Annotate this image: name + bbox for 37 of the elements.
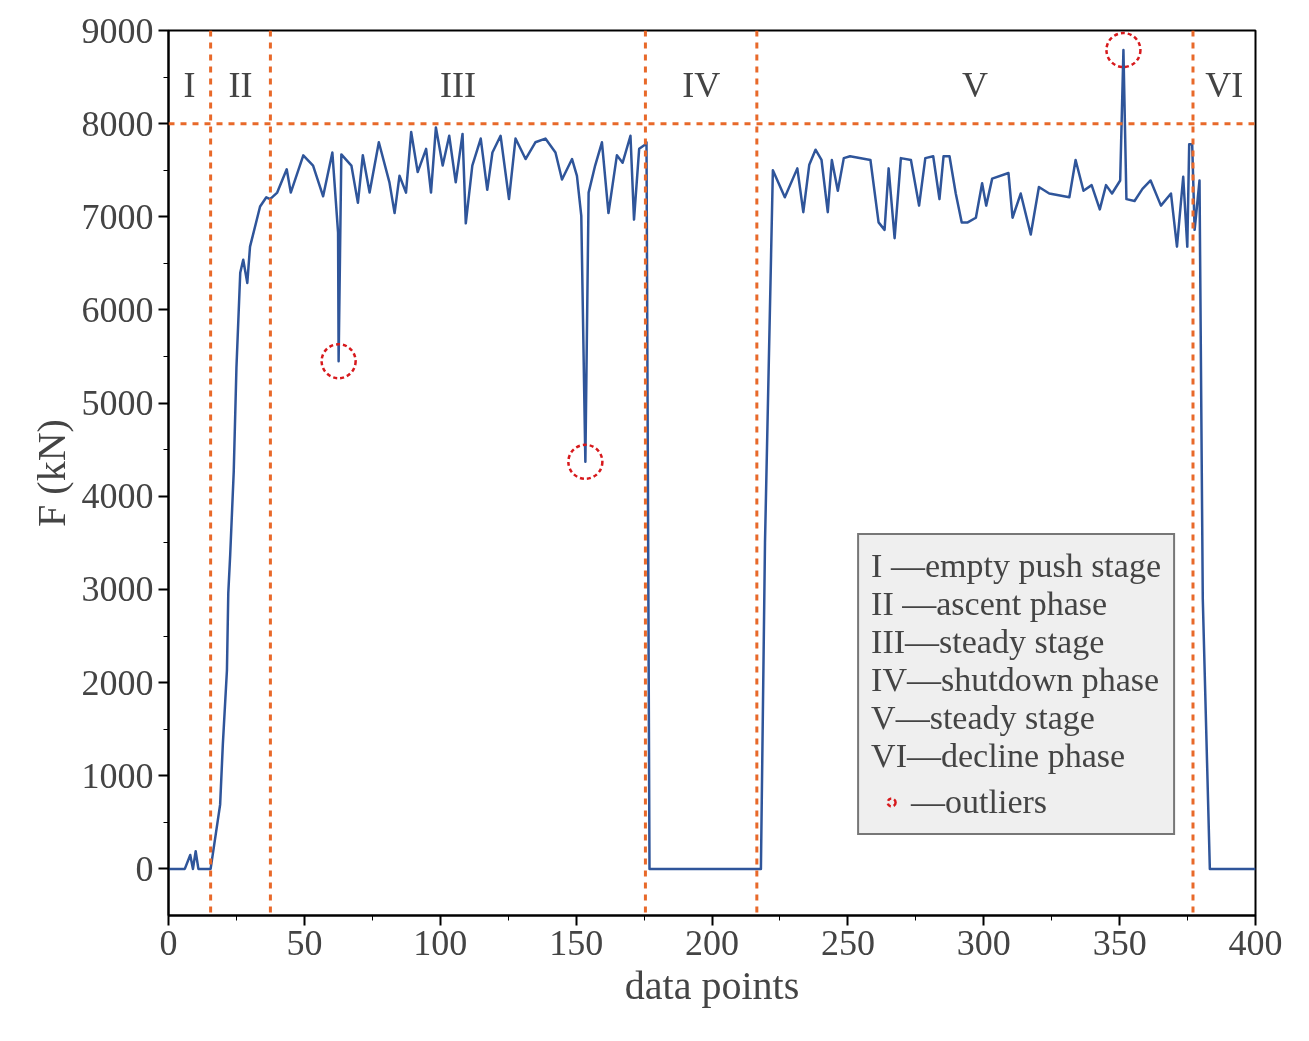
x-tick-label: 200: [685, 922, 739, 963]
x-tick-label: 350: [1092, 922, 1147, 963]
annotation: VI: [1205, 65, 1244, 106]
x-axis-title: data points: [624, 962, 800, 1008]
annotation: I: [183, 65, 196, 106]
annotation: II —ascent phase: [871, 585, 1108, 622]
annotation: IV: [682, 65, 721, 106]
y-tick-label: 3000: [81, 569, 154, 610]
point: [320, 342, 357, 380]
point: [567, 443, 604, 481]
annotation: V—steady stage: [871, 699, 1095, 736]
y-tick-label: 5000: [81, 383, 154, 424]
annotation: III: [439, 65, 476, 106]
y-tick-label: 7000: [81, 196, 154, 237]
y-tick-label: 1000: [81, 755, 154, 796]
x-tick-label: 250: [820, 922, 875, 963]
annotation: II: [228, 65, 253, 106]
annotation: I —empty push stage: [871, 547, 1161, 584]
x-tick-label: 150: [549, 922, 604, 963]
y-tick-label: 0: [135, 848, 154, 889]
y-tick-label: 4000: [81, 476, 154, 517]
legend-label: —outliers: [911, 783, 1048, 821]
x-tick-label: 50: [286, 922, 323, 963]
line-series: [168, 48, 1256, 871]
annotation: V: [961, 65, 988, 106]
y-tick-label: 6000: [81, 289, 154, 330]
annotation: III—steady stage: [871, 623, 1105, 660]
y-axis-title: F (kN): [28, 419, 74, 527]
x-tick-label: 300: [956, 922, 1011, 963]
annotation: VI—decline phase: [871, 737, 1126, 774]
point: [1105, 31, 1142, 69]
y-tick-label: 2000: [81, 662, 154, 703]
x-tick-label: 400: [1228, 922, 1283, 963]
x-tick-label: 100: [413, 922, 468, 963]
y-tick-label: 8000: [81, 103, 154, 144]
y-tick-label: 9000: [81, 10, 154, 51]
annotation: IV—shutdown phase: [871, 661, 1160, 698]
